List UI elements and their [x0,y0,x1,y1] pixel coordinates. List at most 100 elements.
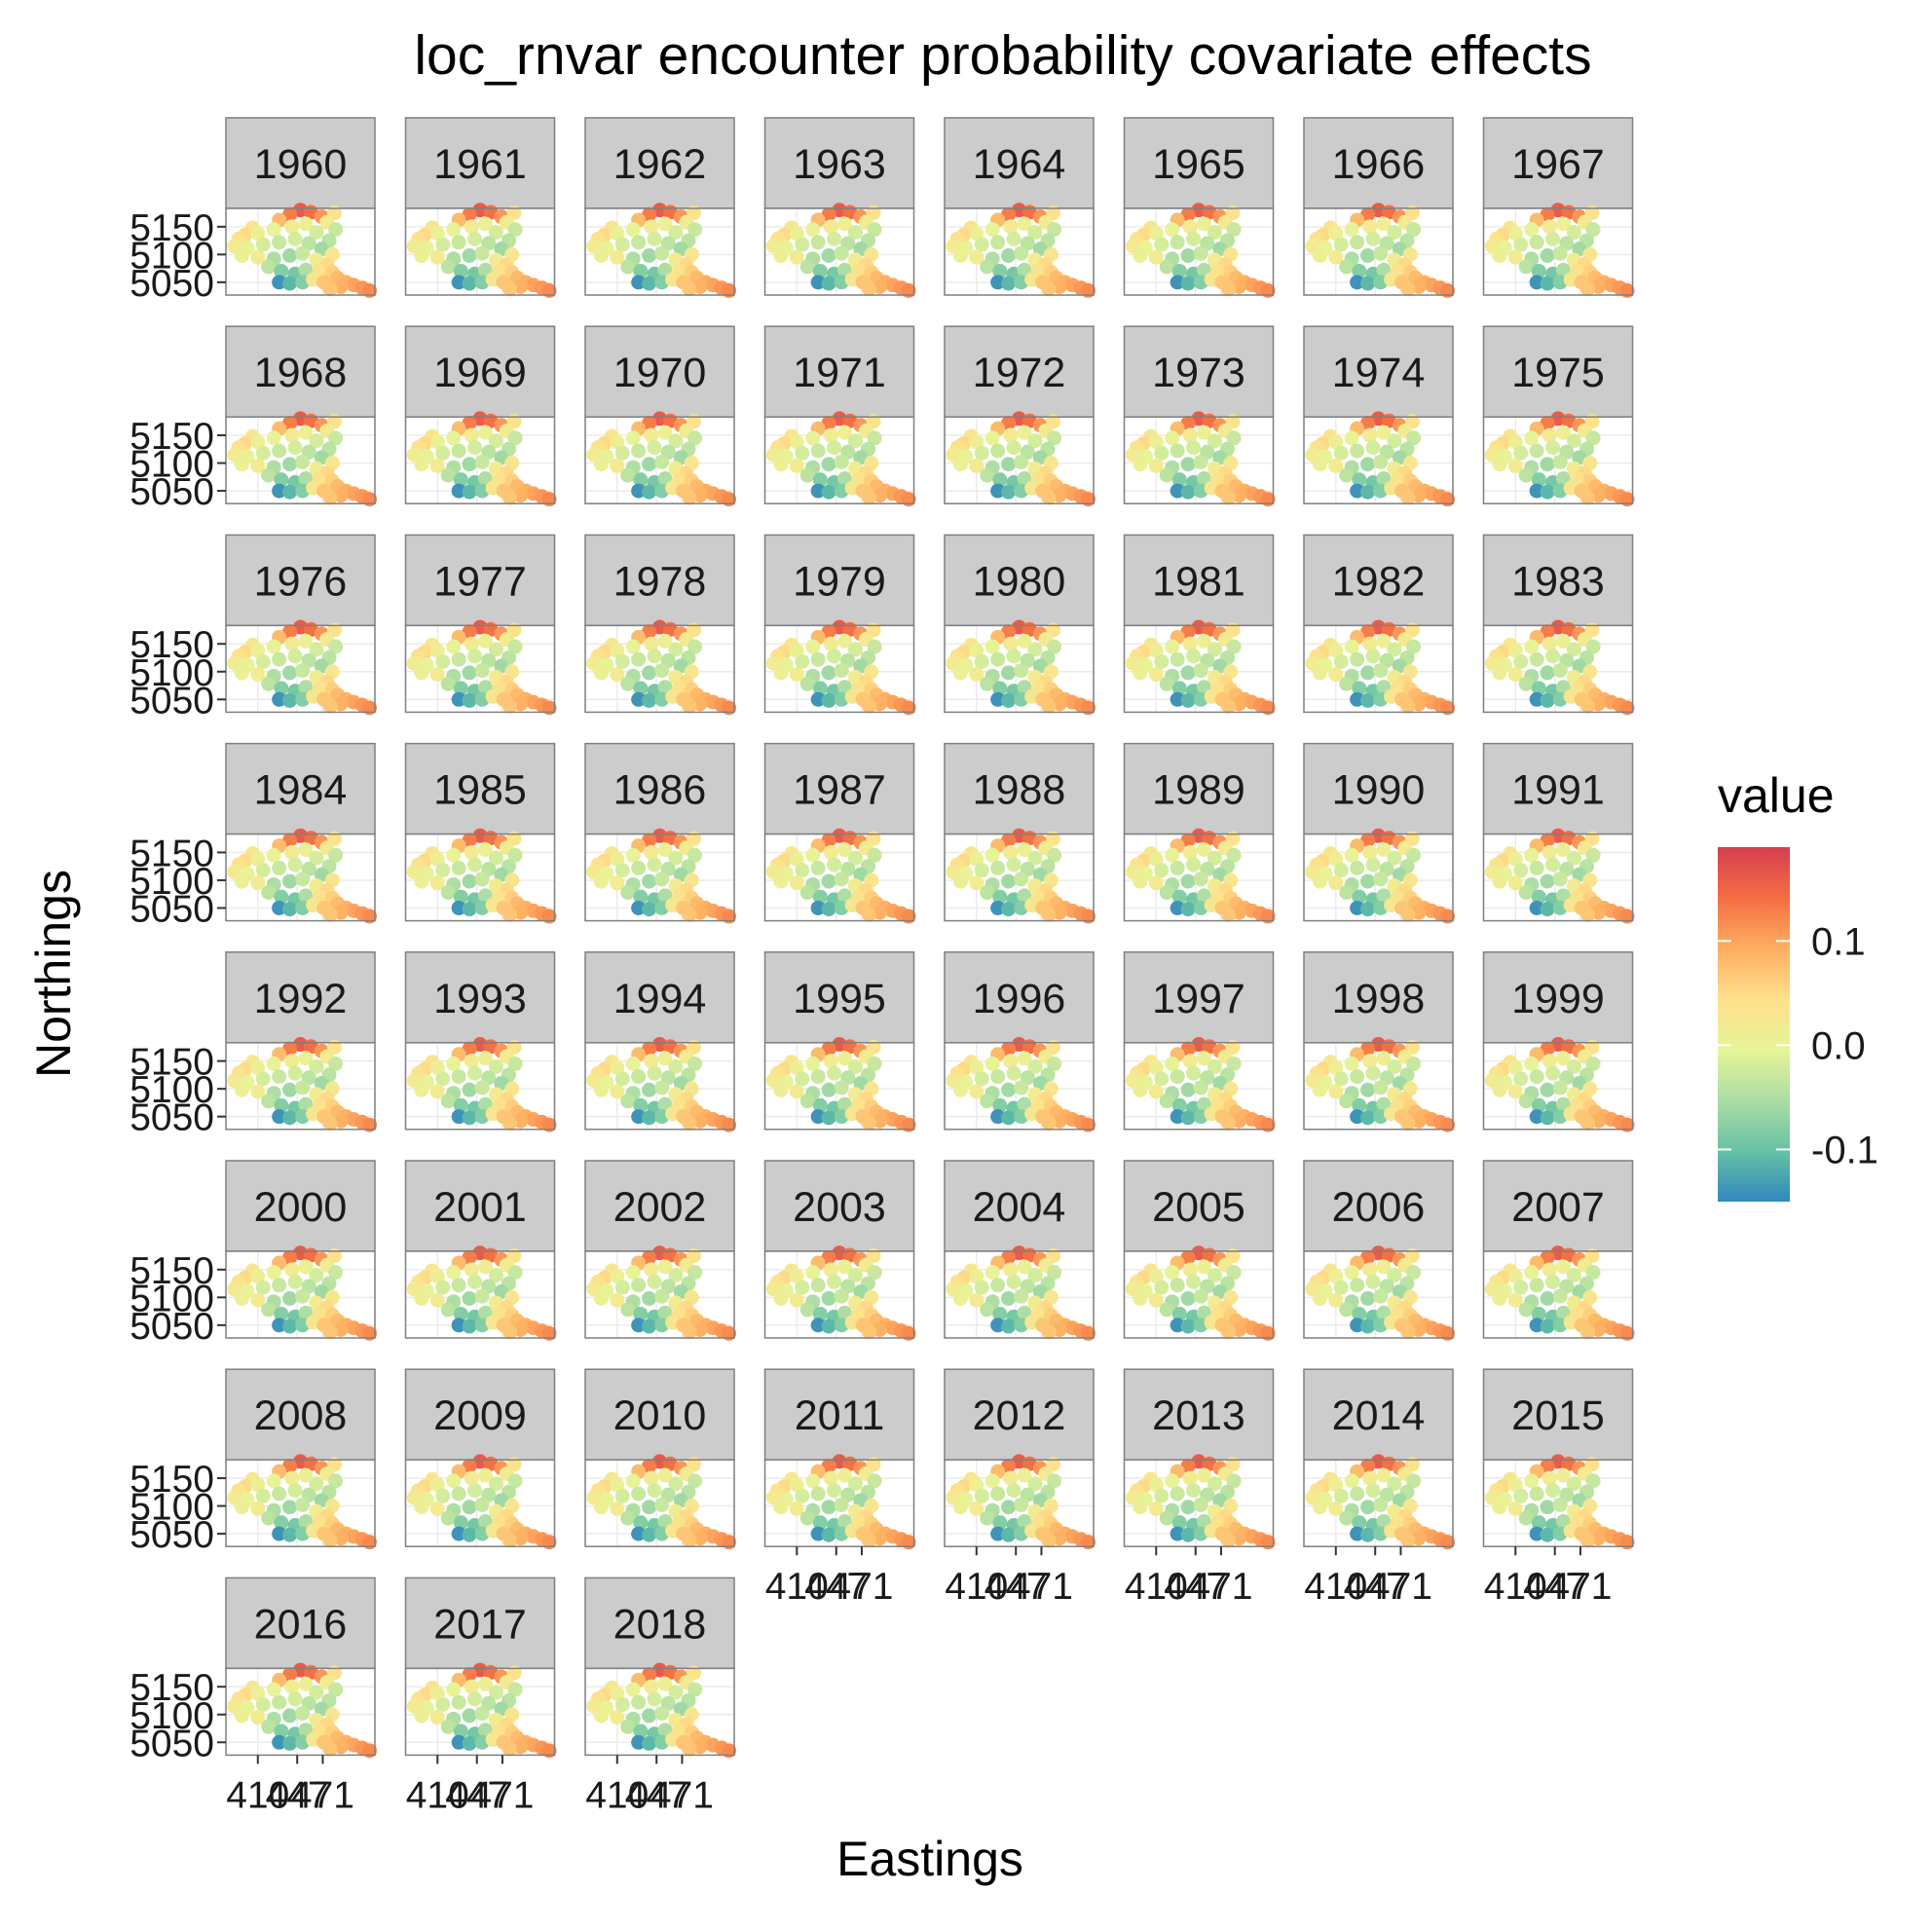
data-point [1027,850,1043,866]
data-point [1148,1269,1164,1284]
data-point [1566,1476,1581,1492]
data-point [805,639,821,654]
data-point [1542,844,1557,860]
data-point [647,857,662,872]
data-point [1041,1533,1057,1548]
data-point [1545,231,1561,246]
data-point [1545,1274,1561,1289]
data-point [625,847,641,863]
data-point [1182,1470,1198,1486]
data-point [250,851,266,867]
data-point [1186,1065,1202,1081]
data-point [1540,1082,1555,1097]
data-point [827,1483,842,1499]
data-point [1170,1486,1185,1502]
legend-tick-label: -0.1 [1811,1129,1878,1171]
facet-points [1125,1245,1276,1341]
facet-points [227,411,378,507]
data-point [633,1097,649,1113]
facet-strip [1123,742,1275,835]
data-point [435,1071,451,1087]
facet-strip-label: 2009 [433,1392,527,1439]
data-point [1196,425,1211,440]
facet-strip [944,1368,1095,1461]
data-point [795,445,810,461]
facet-strip-label: 1965 [1152,141,1245,188]
data-point [773,1290,789,1306]
data-point [990,900,1006,915]
facet-strip-label: 1980 [973,558,1066,605]
data-point [985,430,1000,446]
data-point [1365,231,1381,246]
data-point [593,665,609,681]
data-point [992,1306,1008,1321]
x-tick-label: 447 [1344,1566,1407,1608]
data-point [295,454,311,469]
data-point [1540,692,1555,708]
data-point [1406,1056,1422,1071]
data-point [1312,665,1327,681]
data-point [1344,1265,1359,1280]
facet-strip-label: 1977 [433,558,527,605]
data-point [429,667,445,683]
data-point [823,1262,838,1278]
facet-points [406,1454,557,1550]
data-point [474,872,490,887]
data-point [462,1290,477,1306]
data-point [1350,651,1365,667]
data-point [477,633,493,649]
facet-panel-border [1482,1459,1634,1547]
data-point [1545,440,1561,456]
data-point [1260,492,1276,507]
data-point [488,433,503,449]
data-point [1003,219,1019,235]
data-point [446,1265,462,1280]
data-point [614,1071,630,1087]
data-point [502,1533,518,1548]
data-point [1133,1500,1148,1515]
data-point [282,665,298,681]
x-tick-label: 447 [266,1774,329,1816]
data-point [1552,663,1568,679]
data-point [990,483,1006,499]
data-point [821,665,836,681]
data-point [1148,1059,1164,1075]
data-point [642,1110,657,1126]
facet-strip-label: 1997 [1152,976,1245,1022]
data-point [1041,281,1057,297]
data-point [805,1265,821,1280]
data-point [272,900,287,915]
facet-panel-border [763,1042,915,1131]
facet-1996: 1996 [944,951,1096,1132]
facet-strip-label: 1969 [433,350,527,396]
data-point [980,467,995,483]
data-point [298,1259,314,1275]
data-point [614,863,630,878]
data-point [805,1473,821,1489]
data-point [1513,237,1529,252]
data-point [451,1278,466,1293]
data-point [1344,1056,1359,1071]
data-point [1545,649,1561,664]
x-tick-label: 410 [765,1566,829,1608]
data-point [1365,1483,1381,1499]
facet-points [946,1245,1096,1341]
data-point [980,1302,995,1317]
data-point [1552,1288,1568,1304]
data-point [1170,900,1185,915]
data-point [272,651,287,667]
data-point [440,1719,456,1734]
data-point [1365,857,1381,872]
data-point [284,1679,300,1694]
data-point [1017,1051,1032,1066]
data-point [642,1527,657,1542]
facet-points [765,828,916,924]
facet-points [765,1037,916,1132]
y-tick-label: 5150 [130,1459,214,1501]
